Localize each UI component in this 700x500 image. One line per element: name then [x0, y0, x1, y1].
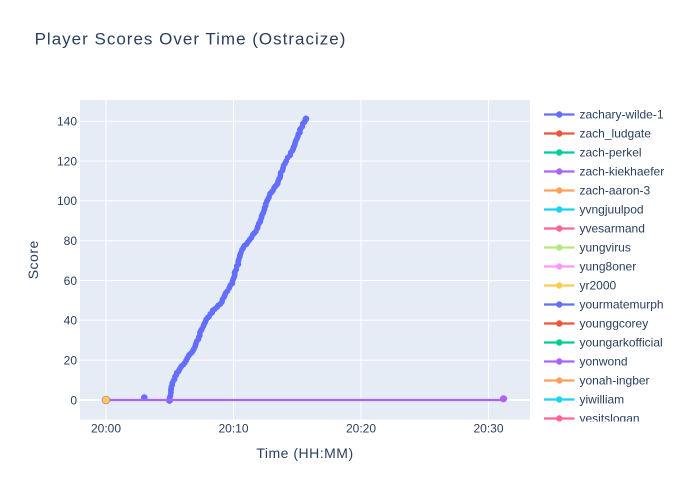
- svg-text:younggcorey: younggcorey: [580, 317, 649, 331]
- svg-text:40: 40: [64, 314, 78, 328]
- svg-text:yonah-ingber: yonah-ingber: [580, 374, 650, 388]
- svg-text:yung8oner: yung8oner: [580, 260, 637, 274]
- svg-text:0: 0: [70, 393, 77, 407]
- svg-text:zach_ludgate: zach_ludgate: [580, 127, 652, 141]
- svg-text:yr2000: yr2000: [580, 279, 617, 293]
- svg-text:zach-kiekhaefer: zach-kiekhaefer: [580, 165, 665, 179]
- svg-text:yonwond: yonwond: [580, 355, 628, 369]
- svg-text:zach-perkel: zach-perkel: [580, 146, 642, 160]
- svg-text:140: 140: [57, 115, 77, 129]
- svg-text:yungvirus: yungvirus: [580, 241, 631, 255]
- svg-text:60: 60: [64, 274, 78, 288]
- svg-text:20:10: 20:10: [218, 422, 248, 436]
- svg-text:20:00: 20:00: [91, 422, 121, 436]
- svg-text:100: 100: [57, 194, 77, 208]
- svg-text:yiwilliam: yiwilliam: [580, 393, 625, 407]
- svg-text:zachary-wilde-1: zachary-wilde-1: [580, 108, 664, 122]
- svg-text:Score: Score: [25, 240, 41, 279]
- svg-text:yourmatemurph: yourmatemurph: [580, 298, 664, 312]
- svg-text:Time (HH:MM): Time (HH:MM): [256, 445, 353, 461]
- svg-text:120: 120: [57, 154, 77, 168]
- svg-text:80: 80: [64, 234, 78, 248]
- svg-text:youngarkofficial: youngarkofficial: [580, 336, 663, 350]
- svg-text:20: 20: [64, 354, 78, 368]
- svg-text:yvngjuulpod: yvngjuulpod: [580, 203, 644, 217]
- svg-text:20:30: 20:30: [473, 422, 503, 436]
- svg-text:yesitslogan: yesitslogan: [580, 412, 640, 426]
- svg-text:yvesarmand: yvesarmand: [580, 222, 645, 236]
- svg-text:20:20: 20:20: [346, 422, 376, 436]
- svg-text:zach-aaron-3: zach-aaron-3: [580, 184, 651, 198]
- svg-text:Player Scores Over Time (Ostra: Player Scores Over Time (Ostracize): [35, 30, 347, 49]
